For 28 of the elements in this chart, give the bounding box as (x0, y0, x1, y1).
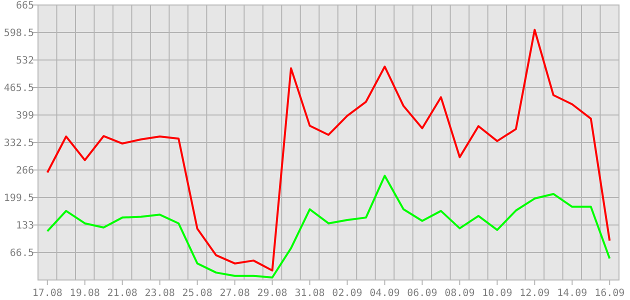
x-tick-label: 23.08 (144, 288, 175, 299)
y-tick-label: 465.5 (4, 83, 34, 94)
x-tick-label: 21.08 (107, 288, 138, 299)
y-tick-label: 133 (16, 220, 34, 232)
y-tick-label: 66.5 (10, 248, 34, 259)
y-tick-label: 532 (16, 56, 34, 66)
x-tick-label: 02.09 (332, 288, 362, 299)
line-series (46, 28, 611, 272)
x-tick-label: 12.09 (520, 288, 550, 299)
x-tick-label: 06.09 (407, 288, 438, 299)
y-tick-label: 332.5 (4, 138, 34, 149)
x-tick-label: 14.09 (557, 288, 588, 299)
y-tick-label: 665 (16, 0, 34, 12)
x-tick-label: 27.08 (220, 288, 250, 299)
y-tick-label: 598.5 (4, 28, 34, 39)
x-tick-label: 08.09 (444, 288, 475, 299)
x-tick-label: 17.08 (32, 288, 62, 299)
x-tick-label: 29.08 (257, 288, 288, 299)
x-tick-label: 25.08 (182, 288, 212, 299)
y-tick-label: 266 (16, 166, 34, 176)
line-series (46, 174, 611, 279)
x-tick-label: 16.09 (594, 288, 625, 299)
y-tick-label: 399 (16, 110, 34, 122)
x-tick-label: 04.09 (370, 288, 400, 299)
y-tick-label: 199.5 (4, 193, 34, 204)
x-tick-label: 19.08 (70, 288, 100, 299)
x-tick-label: 10.09 (482, 288, 512, 299)
x-tick-label: 31.08 (294, 288, 325, 299)
